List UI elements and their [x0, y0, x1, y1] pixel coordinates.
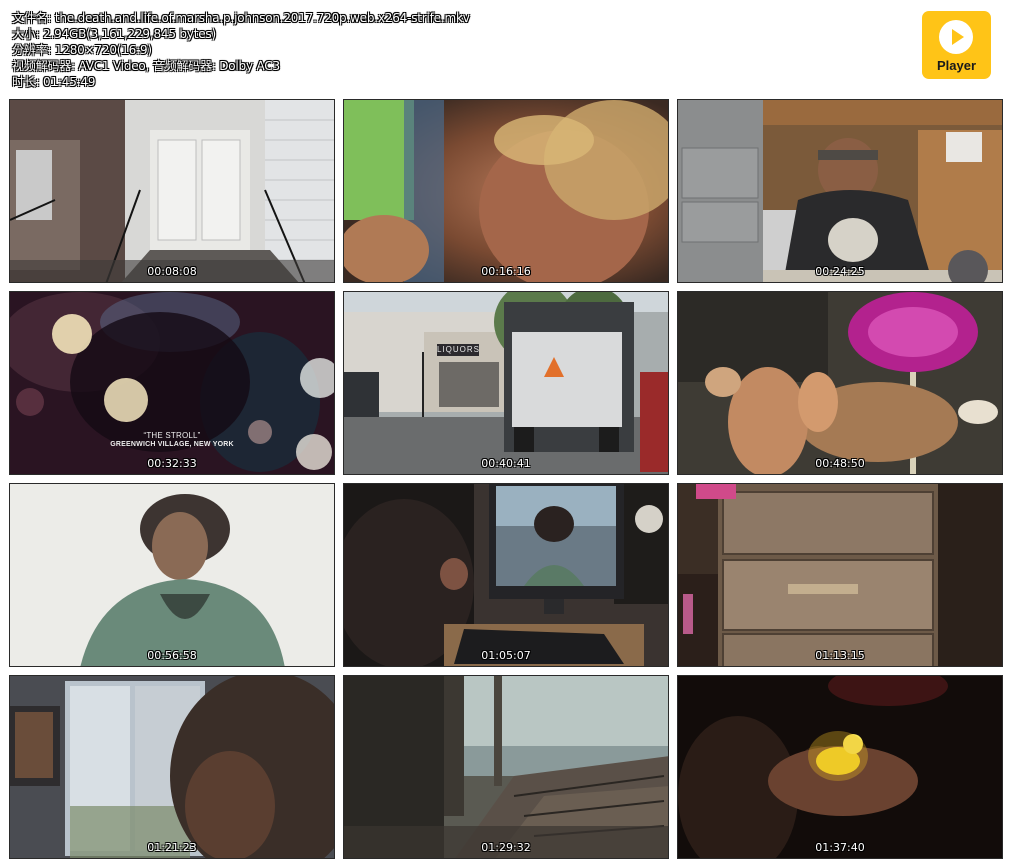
thumbnail[interactable]: 01:21:23 [9, 675, 335, 859]
thumbnail[interactable]: “THE STROLL” GREENWICH VILLAGE, NEW YORK… [9, 291, 335, 475]
timestamp: 00:24:25 [815, 265, 865, 278]
caption-title: “THE STROLL” [143, 431, 201, 440]
window-interview-frame [10, 676, 334, 858]
file-info: 文件名: the.death.and.life.of.marsha.p.john… [12, 10, 470, 90]
thumbnail[interactable]: 01:13:15 [677, 483, 1003, 667]
thumbnail[interactable]: 00:24:25 [677, 99, 1003, 283]
file-name: 文件名: the.death.and.life.of.marsha.p.john… [12, 11, 470, 25]
house-stoop-frame [10, 100, 334, 282]
timestamp: 00:32:33 [147, 457, 197, 470]
bokeh-lights-frame [10, 292, 334, 474]
codecs: 视频解码器: AVC1 Video, 音频解码器: Dolby AC3 [12, 59, 280, 73]
timestamp: 00:08:08 [147, 265, 197, 278]
timestamp: 01:05:07 [481, 649, 531, 662]
file-size: 大小: 2.94GB(3,161,229,845 bytes) [12, 27, 216, 41]
player-logo: Player [922, 11, 991, 79]
thumbnail[interactable]: 00:48:50 [677, 291, 1003, 475]
location-caption: “THE STROLL” GREENWICH VILLAGE, NEW YORK [10, 431, 334, 449]
thumbnail[interactable]: 01:29:32 [343, 675, 669, 859]
vintage-closeup-frame [344, 100, 668, 282]
thumbnail[interactable]: 01:37:40 [677, 675, 1003, 859]
dresser-drawers-frame [678, 484, 1002, 666]
timestamp: 01:29:32 [481, 841, 531, 854]
timestamp: 01:37:40 [815, 841, 865, 854]
parade-crowd-frame [678, 292, 1002, 474]
candle-hands-frame [678, 676, 1002, 858]
faded-portrait-frame [10, 484, 334, 666]
thumbnail-grid: 00:08:08 00:16:16 [9, 99, 1003, 859]
ruined-pier-frame [344, 676, 668, 858]
timestamp: 01:21:23 [147, 841, 197, 854]
duration: 时长: 01:45:49 [12, 75, 96, 89]
play-icon [939, 20, 973, 54]
street-truck-frame [344, 292, 668, 474]
resolution: 分辨率: 1280×720(16:9) [12, 43, 152, 57]
thumbnail[interactable]: 01:05:07 [343, 483, 669, 667]
timestamp: 00:40:41 [481, 457, 531, 470]
timestamp: 00:48:50 [815, 457, 865, 470]
thumbnail[interactable]: 00:16:16 [343, 99, 669, 283]
timestamp: 01:13:15 [815, 649, 865, 662]
caption-subtitle: GREENWICH VILLAGE, NEW YORK [110, 441, 234, 448]
liquors-sign: LIQUORS [437, 344, 481, 356]
office-interview-frame [678, 100, 1002, 282]
player-brand: Player [936, 58, 977, 73]
thumbnail[interactable]: 00:56:58 [9, 483, 335, 667]
thumbnail[interactable]: LIQUORS 00:40:41 [343, 291, 669, 475]
timestamp: 00:56:58 [147, 649, 197, 662]
timestamp: 00:16:16 [481, 265, 531, 278]
thumbnail[interactable]: 00:08:08 [9, 99, 335, 283]
computer-monitor-frame [344, 484, 668, 666]
